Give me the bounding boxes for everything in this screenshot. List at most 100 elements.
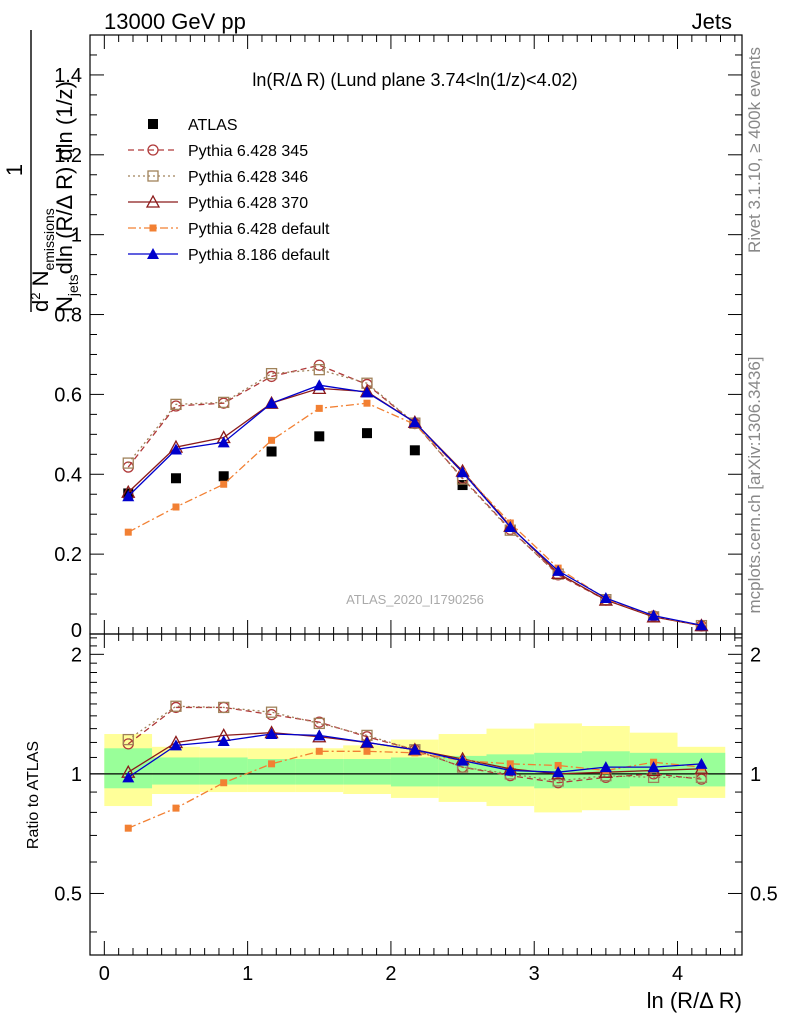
main-point-pythia-8-186-default-7 (456, 466, 469, 478)
ratio-point-pythia-6-428-default-0 (124, 824, 132, 832)
main-point-pythia-6-428-default-4 (315, 404, 323, 412)
ratio-ytick-label-2: 2 (71, 644, 82, 666)
legend-label-pythia-6-428-346: Pythia 6.428 346 (188, 169, 308, 186)
main-point-pythia-6-428-346-0 (122, 457, 134, 469)
ratio-point-pythia-6-428-346-3 (265, 706, 278, 718)
ratio-point-pythia-8-186-default-8 (504, 764, 517, 776)
main-ytick-label-zero: 0 (71, 620, 82, 642)
main-ytick-label-5: 1.2 (54, 145, 82, 167)
legend-marker-pythia-8-186-default (147, 248, 159, 259)
ratio-xtick-label-1: 1 (242, 963, 253, 985)
main-point-pythia-6-428-default-0 (124, 528, 132, 536)
ratio-ytick-label-0: 0.5 (54, 883, 82, 905)
main-point-pythia-6-428-default-3 (268, 436, 276, 444)
main-point-atlas-3 (266, 446, 277, 457)
ratio-point-pythia-8-186-default-2 (217, 735, 230, 747)
ratio-point-pythia-6-428-default-3 (268, 760, 276, 768)
main-line-pythia-6-428-345 (127, 364, 702, 627)
ratio-band-stat-1 (152, 757, 200, 785)
chart-title: ln(R/Δ R) (Lund plane 3.74<ln(1/z)<4.02) (252, 70, 577, 90)
main-point-pythia-8-186-default-3 (265, 397, 278, 409)
ratio-band-stat-6 (390, 757, 439, 787)
main-point-atlas-2 (218, 471, 229, 482)
ratio-point-pythia-8-186-default-12 (695, 757, 708, 769)
ratio-point-pythia-6-428-346-4 (313, 717, 325, 730)
ratio-band-stat-4 (295, 759, 344, 785)
legend-label-pythia-6-428-default: Pythia 6.428 default (188, 221, 330, 238)
main-point-atlas-7 (457, 480, 468, 491)
main-ylabel: 1 d2 Nemissions Njetsdln (R/Δ R) dln (1/… (2, 30, 81, 312)
ratio-frame (89, 633, 743, 956)
main-point-pythia-8-186-default-4 (313, 379, 326, 391)
header-left: 13000 GeV pp (104, 9, 246, 34)
legend: ATLAS Pythia 6.428 345 Pythia 6.428 346 Pyt… (128, 117, 330, 264)
ratio-line-pythia-6-428-346 (127, 705, 702, 782)
ratio-point-pythia-6-428-default-4 (315, 747, 323, 755)
ratio-point-pythia-8-186-default-10 (599, 761, 612, 773)
main-point-atlas-4 (314, 431, 325, 442)
ratio-ytick-label-1: 1 (71, 764, 82, 786)
main-point-pythia-6-428-345-0 (122, 461, 134, 473)
ratio-band-stat-5 (343, 759, 391, 785)
main-ytick-label-2: 0.6 (54, 384, 82, 406)
main-point-pythia-6-428-default-5 (363, 399, 371, 407)
main-point-pythia-6-428-346-3 (265, 367, 278, 380)
legend-marker-atlas (148, 119, 158, 129)
legend-label-atlas: ATLAS (188, 117, 238, 134)
svg-text:1: 1 (2, 164, 27, 176)
main-point-pythia-6-428-default-2 (220, 480, 228, 488)
main-ylabel-numerator: d2 Nemissions (28, 208, 57, 312)
main-point-pythia-8-186-default-11 (647, 609, 660, 621)
ratio-point-pythia-6-428-default-9 (554, 761, 562, 769)
legend-marker-pythia-6-428-370 (145, 194, 161, 208)
mcplots-label: mcplots.cern.ch [arXiv:1306.3436] (745, 356, 764, 613)
ratio-point-pythia-6-428-default-8 (506, 760, 514, 768)
legend-label-pythia-8-186-default: Pythia 8.186 default (188, 247, 330, 264)
ratio-xtick-label-4: 4 (672, 963, 683, 985)
legend-marker-pythia-6-428-345 (147, 144, 159, 156)
legend-marker-pythia-6-428-default (149, 224, 157, 232)
main-point-pythia-8-186-default-9 (552, 564, 565, 576)
ratio-xtick-label-2: 2 (385, 963, 396, 985)
main-ytick-label-1: 0.4 (54, 464, 82, 486)
ratio-point-pythia-6-428-346-1 (170, 700, 182, 712)
ratio-point-pythia-6-428-default-1 (172, 804, 180, 812)
ratio-point-pythia-8-186-default-9 (552, 766, 565, 778)
main-line-pythia-6-428-346 (127, 368, 702, 627)
ratio-ytick-label-right-2: 2 (750, 644, 761, 666)
main-panel: 0.2 0.4 0.6 0.8 1 1.2 1.4 0 (54, 34, 743, 642)
watermark: ATLAS_2020_I1790256 (346, 592, 484, 607)
main-point-pythia-6-428-default-1 (172, 503, 180, 511)
main-point-pythia-8-186-default-1 (169, 443, 182, 455)
main-ytick-label-3: 0.8 (54, 305, 82, 327)
main-ylabel-denominator: Njetsdln (R/Δ R) dln (1/z) (52, 81, 81, 312)
main-point-pythia-8-186-default-6 (408, 416, 421, 428)
ratio-point-pythia-6-428-346-11 (647, 771, 660, 784)
ratio-point-pythia-8-186-default-0 (122, 771, 135, 783)
main-point-pythia-8-186-default-12 (695, 619, 708, 631)
main-point-pythia-6-428-346-4 (313, 363, 325, 376)
ratio-xtick-label-3: 3 (529, 963, 540, 985)
ratio-point-pythia-6-428-346-12 (695, 771, 708, 784)
main-ytick-label-0: 0.2 (54, 544, 82, 566)
ratio-point-pythia-6-428-default-2 (220, 779, 228, 787)
ratio-point-pythia-8-186-default-3 (265, 728, 278, 740)
main-ytick-label-4: 1 (71, 225, 82, 247)
main-point-atlas-6 (409, 445, 420, 456)
main-point-pythia-8-186-default-10 (599, 592, 612, 604)
main-point-pythia-8-186-default-2 (217, 436, 230, 448)
main-point-atlas-5 (361, 428, 372, 439)
main-point-pythia-8-186-default-0 (122, 490, 135, 502)
ratio-point-pythia-8-186-default-1 (169, 739, 182, 751)
ratio-point-pythia-6-428-default-5 (363, 747, 371, 755)
ratio-ylabel: Ratio to ATLAS (25, 741, 42, 849)
ratio-ytick-label-right-0: 0.5 (750, 883, 778, 905)
ratio-point-pythia-6-428-346-2 (218, 701, 230, 714)
ratio-ytick-label-right-1: 1 (750, 764, 761, 786)
main-point-pythia-8-186-default-5 (360, 386, 373, 398)
ratio-point-pythia-8-186-default-7 (456, 754, 469, 766)
main-point-pythia-8-186-default-8 (504, 520, 517, 532)
ratio-point-pythia-6-428-346-0 (122, 733, 134, 746)
ratio-xtick-label-0: 0 (99, 963, 110, 985)
